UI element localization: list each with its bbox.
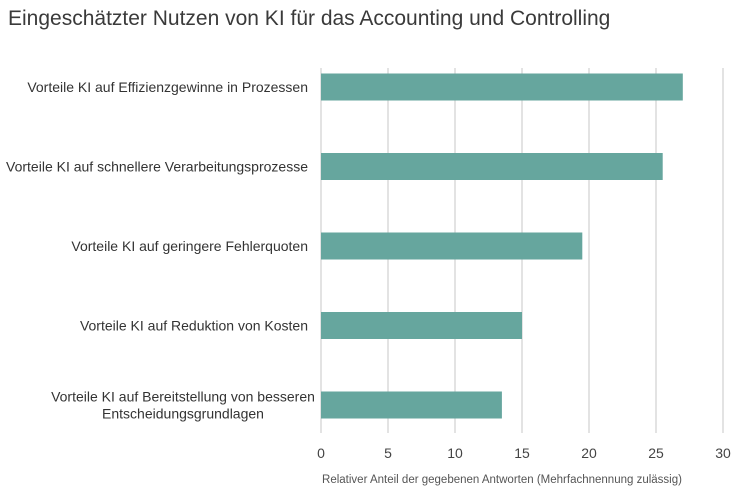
category-label-line: Vorteile KI auf geringere Fehlerquoten [71,238,308,254]
x-tick-label: 5 [384,445,392,461]
bar [321,153,663,180]
category-label: Vorteile KI auf Bereitstellung von besse… [51,389,315,422]
category-label-line: Vorteile KI auf Effizienzgewinne in Proz… [27,79,308,95]
bar [321,73,683,101]
x-tick-label: 0 [317,445,325,461]
bars [321,73,683,419]
x-tick-label: 15 [514,445,530,461]
category-label: Vorteile KI auf geringere Fehlerquoten [71,238,308,254]
bar [321,232,583,260]
chart-title: Eingeschätzter Nutzen von KI für das Acc… [8,7,611,30]
bar [321,391,502,419]
bar [321,312,522,339]
x-axis-title: Relativer Anteil der gegebenen Antworten… [322,474,682,486]
category-label-line: Vorteile KI auf Bereitstellung von besse… [51,389,315,405]
category-label-line: Vorteile KI auf Reduktion von Kosten [80,318,308,334]
x-tick-label: 30 [715,445,731,461]
x-tick-label: 20 [581,445,597,461]
category-label-line: Entscheidungsgrundlagen [102,406,264,422]
category-label: Vorteile KI auf Reduktion von Kosten [80,318,308,334]
category-labels: Vorteile KI auf Effizienzgewinne in Proz… [6,79,315,422]
x-tick-label: 10 [447,445,463,461]
category-label: Vorteile KI auf Effizienzgewinne in Proz… [27,79,308,95]
x-tick-label: 25 [648,445,664,461]
category-label: Vorteile KI auf schnellere Verarbeitungs… [6,159,308,175]
category-label-line: Vorteile KI auf schnellere Verarbeitungs… [6,159,308,175]
x-tick-labels: 0 5 10 15 20 25 30 [317,445,731,461]
